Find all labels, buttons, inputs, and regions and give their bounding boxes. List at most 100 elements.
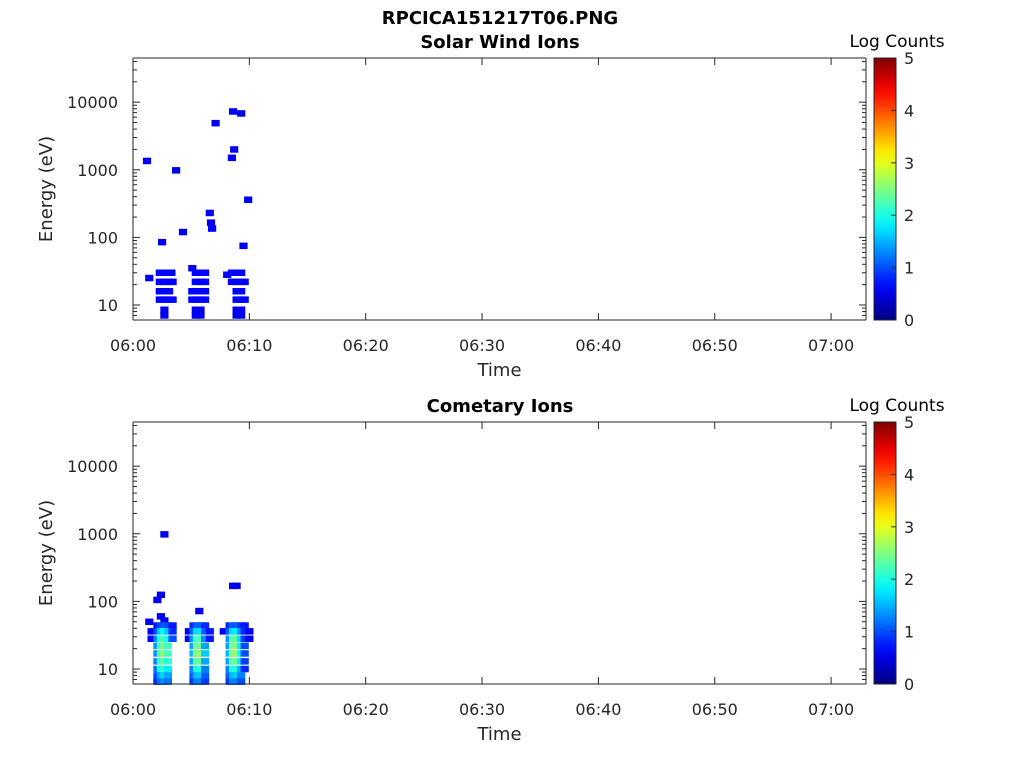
heatmap-cell (244, 196, 253, 203)
panel-cometary-ions: Cometary Ions 06:00 06:10 06:20 06:30 06:40 06… (36, 396, 945, 745)
x-tick-label: 06:30 (459, 700, 505, 719)
heatmap-cell (196, 312, 205, 319)
heatmap-cell (160, 531, 169, 538)
heatmap-cell (168, 622, 177, 629)
heatmap-cell (201, 635, 210, 642)
heatmap-cell (232, 269, 241, 276)
heatmap-cell (196, 650, 205, 657)
heatmap-cell (223, 271, 232, 278)
heatmap-cell (201, 672, 210, 679)
heatmap-cell (196, 296, 205, 303)
heatmap-cell (168, 635, 177, 642)
colorbar-tick-label: 3 (904, 518, 914, 537)
y-tick-label: 100 (87, 228, 118, 247)
y-axis-label: Energy (eV) (36, 136, 57, 242)
x-tick-label: 06:50 (692, 336, 738, 355)
heatmap-cell (201, 296, 210, 303)
heatmap-cell (191, 306, 200, 313)
heatmap-cell (163, 628, 172, 635)
heatmap-cell (196, 665, 205, 673)
heatmap-cell (155, 278, 164, 286)
heatmap-cell (196, 306, 205, 313)
heatmap-cell (239, 242, 248, 250)
heatmap-cell (205, 628, 214, 635)
heatmap-cell (237, 269, 246, 276)
heatmap-cell (232, 296, 241, 303)
heatmap-cell (201, 678, 210, 685)
x-axis-label: Time (476, 724, 521, 745)
heatmap-cell (163, 665, 172, 673)
colorbar-tick-label: 0 (904, 675, 914, 694)
heatmap-cell (167, 269, 176, 276)
heatmap-cell (163, 658, 172, 665)
y-tick-label: 10 (98, 660, 118, 679)
heatmap-cell (160, 269, 169, 276)
heatmap-cell (196, 658, 205, 665)
colorbar-label: Log Counts (849, 396, 944, 416)
heatmap-cell (240, 622, 249, 629)
x-tick-label: 06:20 (343, 700, 389, 719)
x-tick-label: 06:30 (459, 336, 505, 355)
heatmap-cell (160, 617, 169, 624)
heatmap-cell (191, 312, 200, 319)
colorbar-tick-label: 4 (904, 465, 914, 484)
y-tick-label: 10 (98, 296, 118, 315)
heatmap-cell (230, 146, 239, 153)
heatmap-cell (191, 278, 200, 286)
heatmap-cell (232, 306, 241, 313)
heatmap-cell (201, 658, 210, 665)
heatmap-cell (163, 622, 172, 629)
heatmap-cell (196, 278, 205, 286)
heatmap-cell (237, 110, 246, 117)
heatmap-cell (201, 278, 210, 286)
heatmap-cell (196, 678, 205, 685)
heatmap-cell (188, 265, 197, 272)
colorbar-tick-label: 4 (904, 101, 914, 120)
heatmap-cell (156, 591, 165, 599)
y-axis-label: Energy (eV) (36, 500, 57, 606)
heatmap-cell (229, 108, 238, 115)
y-tick-label: 100 (87, 592, 118, 611)
figure-title: RPCICA151217T06.PNG (382, 8, 618, 29)
heatmap-cell (232, 678, 241, 685)
x-tick-label: 06:50 (692, 700, 738, 719)
colorbar-tick-label: 2 (904, 206, 914, 225)
heatmap-cell (237, 672, 246, 679)
heatmap-cell (163, 678, 172, 685)
heatmap-cell (201, 650, 210, 657)
heatmap-cell (240, 658, 249, 665)
heatmap-cell (184, 628, 193, 635)
heatmap-cell (232, 650, 241, 657)
heatmap-cell (191, 269, 200, 276)
colorbar-label: Log Counts (849, 32, 944, 52)
heatmap-cell (155, 269, 164, 276)
heatmap-cell (240, 635, 249, 642)
x-axis-label: Time (476, 360, 521, 381)
heatmap-cell (163, 635, 172, 642)
heatmap-cell (245, 628, 254, 635)
colorbar (873, 421, 897, 685)
x-tick-label: 06:40 (575, 700, 621, 719)
heatmap-cell (232, 635, 241, 642)
colorbar-tick-label: 1 (904, 623, 914, 642)
heatmap-cell (201, 665, 210, 673)
colorbar-tick-label: 3 (904, 154, 914, 173)
x-tick-label: 07:00 (808, 700, 854, 719)
heatmap-cell (227, 278, 236, 286)
heatmap-cell (160, 312, 169, 319)
colorbar (873, 57, 897, 321)
heatmap-cell (147, 635, 156, 642)
heatmap-cell (191, 296, 200, 303)
heatmap-cell (227, 154, 236, 162)
heatmap-cell (205, 209, 214, 217)
heatmap-cell (245, 635, 254, 642)
heatmap-cell (196, 288, 205, 295)
heatmap-cell (201, 642, 210, 650)
x-tick-label: 07:00 (808, 336, 854, 355)
panel-title: Cometary Ions (427, 396, 574, 417)
heatmap-cell (240, 628, 249, 635)
colorbar-tick-label: 2 (904, 570, 914, 589)
heatmap-cell (237, 288, 246, 295)
x-tick-label: 06:20 (343, 336, 389, 355)
